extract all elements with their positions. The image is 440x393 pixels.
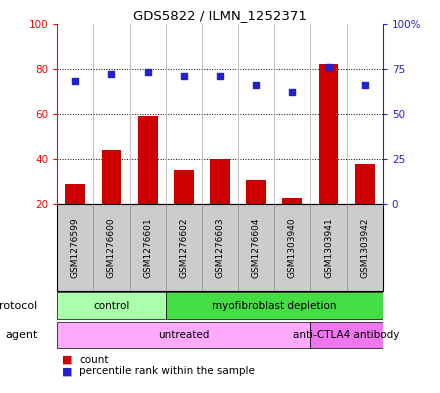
Text: ■: ■ xyxy=(62,366,72,376)
Bar xyxy=(311,322,383,348)
Text: GSM1303940: GSM1303940 xyxy=(288,217,297,278)
Bar xyxy=(246,180,266,204)
Point xyxy=(216,73,224,79)
Text: GSM1303942: GSM1303942 xyxy=(360,217,369,278)
Text: myofibroblast depletion: myofibroblast depletion xyxy=(212,301,337,310)
Bar xyxy=(282,198,302,204)
Point xyxy=(361,82,368,88)
Bar xyxy=(355,163,375,204)
Text: GSM1276604: GSM1276604 xyxy=(252,217,260,278)
Text: untreated: untreated xyxy=(158,330,209,340)
Bar xyxy=(102,150,121,204)
Text: GSM1303941: GSM1303941 xyxy=(324,217,333,278)
Text: percentile rank within the sample: percentile rank within the sample xyxy=(79,366,255,376)
Text: agent: agent xyxy=(5,330,37,340)
Text: control: control xyxy=(93,301,130,310)
FancyArrow shape xyxy=(49,327,56,343)
Point xyxy=(180,73,187,79)
Bar xyxy=(138,116,158,204)
Bar xyxy=(57,322,311,348)
Text: GSM1276600: GSM1276600 xyxy=(107,217,116,278)
Point xyxy=(253,82,260,88)
Point xyxy=(108,71,115,77)
Bar xyxy=(174,171,194,204)
Bar xyxy=(166,292,383,319)
Text: GSM1276601: GSM1276601 xyxy=(143,217,152,278)
FancyArrow shape xyxy=(49,298,56,314)
Point xyxy=(325,64,332,70)
Point xyxy=(72,78,79,84)
Bar xyxy=(57,292,166,319)
Text: ■: ■ xyxy=(62,354,72,365)
Point xyxy=(144,69,151,75)
Text: count: count xyxy=(79,354,109,365)
Bar xyxy=(66,184,85,204)
Text: GSM1276603: GSM1276603 xyxy=(216,217,224,278)
Bar xyxy=(210,159,230,204)
Bar xyxy=(319,64,338,204)
Title: GDS5822 / ILMN_1252371: GDS5822 / ILMN_1252371 xyxy=(133,9,307,22)
Text: GSM1276602: GSM1276602 xyxy=(180,217,188,278)
Point xyxy=(289,89,296,95)
Text: GSM1276599: GSM1276599 xyxy=(71,217,80,278)
Text: anti-CTLA4 antibody: anti-CTLA4 antibody xyxy=(293,330,400,340)
Text: protocol: protocol xyxy=(0,301,37,310)
